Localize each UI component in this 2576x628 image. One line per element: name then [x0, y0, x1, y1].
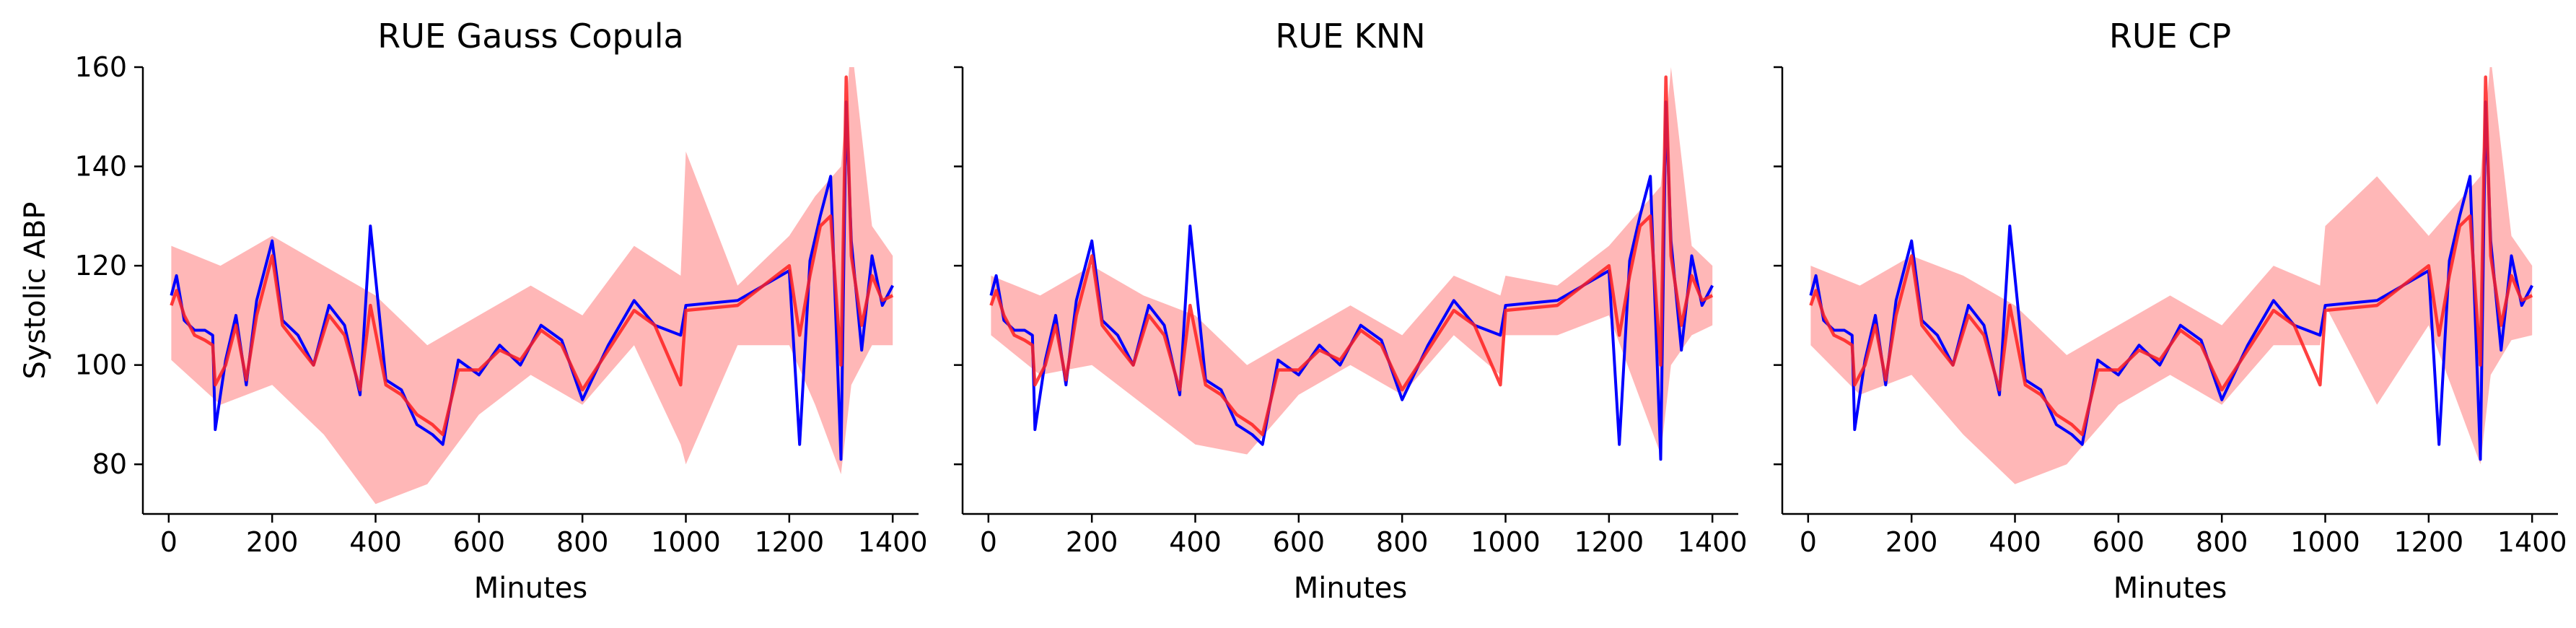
actual-line — [170, 100, 894, 461]
panel-2: 0 200 400 600 800 1000 1200 1400 RUE CP Minutes — [1774, 17, 2567, 605]
x-axis-label: Minutes — [2113, 572, 2227, 605]
x-tick-label: 200 — [1066, 526, 1118, 558]
x-tick-label: 600 — [2093, 526, 2145, 558]
x-tick-label: 400 — [1989, 526, 2041, 558]
x-tick-label: 1000 — [1471, 526, 1541, 558]
y-tick-label: 120 — [74, 250, 127, 282]
x-tick-label: 400 — [349, 526, 402, 558]
x-tick-label: 600 — [1273, 526, 1326, 558]
predicted-line — [1809, 75, 2533, 437]
panel-title: RUE KNN — [1275, 17, 1425, 56]
x-axis-label: Minutes — [474, 572, 587, 605]
x-tick-label: 800 — [2196, 526, 2248, 558]
uncertainty-band — [1810, 67, 2533, 484]
panel-title: RUE CP — [2109, 17, 2231, 56]
predicted-line — [170, 75, 894, 437]
actual-line — [1809, 100, 2533, 461]
predicted-line — [989, 75, 1714, 437]
y-tick-label: 160 — [74, 51, 127, 83]
x-tick-label: 1200 — [1574, 526, 1644, 558]
panel-title: RUE Gauss Copula — [377, 17, 683, 56]
actual-line — [989, 100, 1714, 461]
x-tick-label: 1400 — [2497, 526, 2567, 558]
x-tick-label: 200 — [1885, 526, 1938, 558]
plot-area — [170, 67, 894, 505]
y-tick-label: 80 — [92, 448, 127, 480]
y-tick-label: 100 — [74, 349, 127, 381]
x-tick-label: 600 — [453, 526, 506, 558]
panel-1: 0 200 400 600 800 1000 1200 1400 RUE KNN Minutes — [954, 17, 1748, 605]
x-tick-label: 400 — [1169, 526, 1222, 558]
plot-area — [1809, 67, 2533, 484]
uncertainty-band — [171, 67, 893, 505]
x-tick-label: 0 — [980, 526, 997, 558]
x-tick-label: 800 — [1376, 526, 1429, 558]
x-tick-label: 0 — [160, 526, 178, 558]
x-tick-label: 1200 — [754, 526, 824, 558]
x-tick-label: 800 — [556, 526, 609, 558]
x-axis-label: Minutes — [1294, 572, 1407, 605]
y-axis-label: Systolic ABP — [19, 202, 52, 380]
x-tick-label: 200 — [246, 526, 299, 558]
x-tick-label: 1000 — [651, 526, 721, 558]
plot-area — [989, 67, 1714, 461]
x-tick-label: 1400 — [1678, 526, 1748, 558]
y-tick-label: 140 — [74, 151, 127, 183]
x-tick-label: 0 — [1800, 526, 1817, 558]
x-tick-label: 1200 — [2393, 526, 2463, 558]
panel-0: 0 200 400 600 800 1000 1200 1400 80 100 120 140 160 R… — [74, 17, 927, 605]
x-tick-label: 1000 — [2290, 526, 2360, 558]
uncertainty-band — [991, 67, 1713, 455]
x-tick-label: 1400 — [858, 526, 928, 558]
